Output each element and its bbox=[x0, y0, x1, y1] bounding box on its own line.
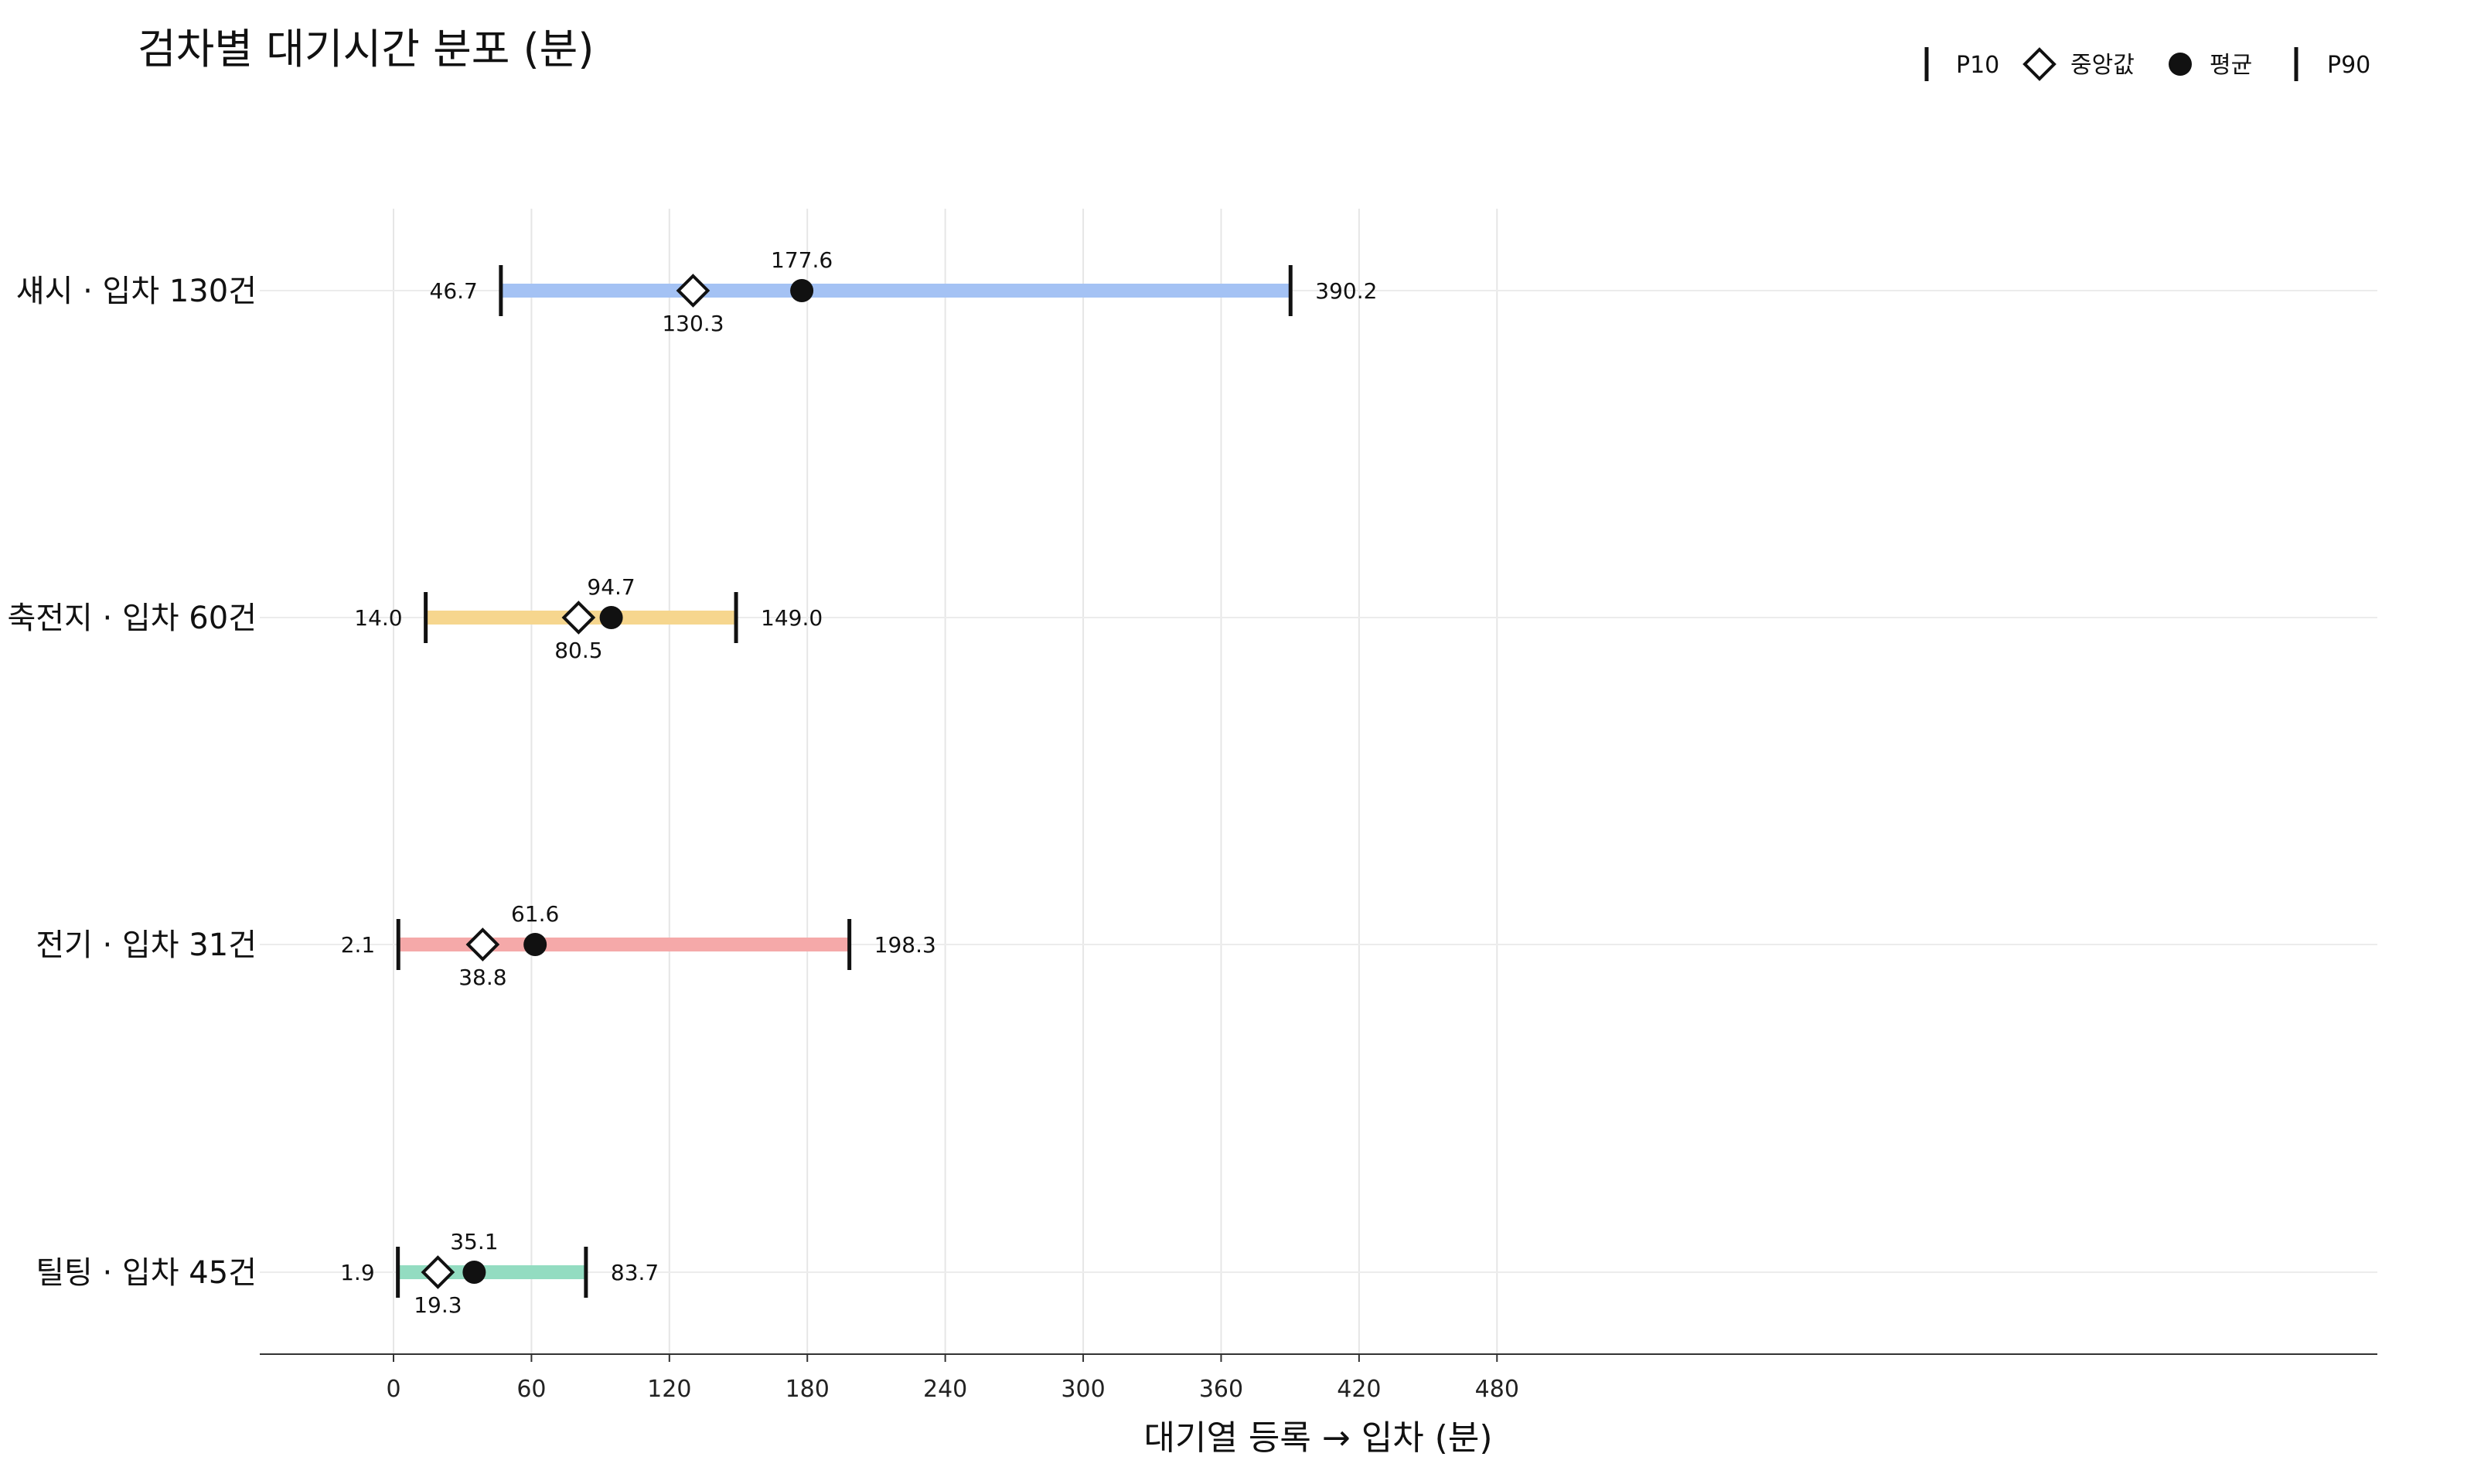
legend-diamond-marker bbox=[2022, 47, 2057, 81]
x-ticks: 0 60 120 180 240 300 360 420 480 bbox=[386, 1354, 1519, 1403]
legend-label: 중앙값 bbox=[2070, 52, 2135, 79]
category-label: 틸팅 · 입차 45건 bbox=[36, 1255, 257, 1291]
category-label: 전기 · 입차 31건 bbox=[36, 928, 257, 963]
legend-label: P90 bbox=[2327, 52, 2370, 79]
legend-item: P10 bbox=[1924, 47, 1999, 81]
category-label: 섀시 · 입차 130건 bbox=[16, 274, 257, 309]
p90-value-label: 390.2 bbox=[1315, 278, 1377, 304]
p10-value-label: 1.9 bbox=[340, 1260, 375, 1285]
range-row: 14.0 149.0 80.5 94.7 bbox=[354, 574, 823, 663]
mean-value-label: 35.1 bbox=[450, 1229, 498, 1254]
range-row: 1.9 83.7 19.3 35.1 bbox=[340, 1229, 659, 1318]
p10-value-label: 14.0 bbox=[354, 605, 402, 631]
p90-value-label: 149.0 bbox=[761, 605, 823, 631]
legend-label: P10 bbox=[1956, 52, 1999, 79]
p90-value-label: 83.7 bbox=[611, 1260, 659, 1285]
median-marker bbox=[465, 928, 500, 962]
legend-label: 평균 bbox=[2210, 52, 2252, 79]
median-marker bbox=[421, 1255, 455, 1289]
legend-item: P90 bbox=[2294, 47, 2370, 81]
p10-value-label: 2.1 bbox=[341, 932, 376, 958]
range-row: 2.1 198.3 38.8 61.6 bbox=[341, 901, 936, 990]
x-tick-label: 480 bbox=[1475, 1376, 1519, 1403]
median-value-label: 130.3 bbox=[662, 311, 724, 336]
range-row: 46.7 390.2 130.3 177.6 bbox=[430, 247, 1378, 336]
x-axis-label: 대기열 등록 → 입차 (분) bbox=[1144, 1418, 1493, 1458]
x-tick-label: 180 bbox=[785, 1376, 830, 1403]
legend-dot-marker bbox=[2169, 53, 2192, 76]
x-tick-label: 420 bbox=[1337, 1376, 1381, 1403]
grid bbox=[260, 209, 2377, 1354]
x-tick-label: 360 bbox=[1199, 1376, 1243, 1403]
mean-value-label: 94.7 bbox=[587, 574, 635, 600]
median-value-label: 19.3 bbox=[414, 1292, 462, 1318]
chart-title: 검차별 대기시간 분포 (분) bbox=[138, 25, 594, 73]
median-marker bbox=[561, 601, 596, 635]
ranges: 46.7 390.2 130.3 177.6 14.0 149.0 80.5 94.7 2.1 1… bbox=[340, 247, 1377, 1318]
x-tick-label: 0 bbox=[386, 1376, 400, 1403]
x-tick-label: 300 bbox=[1061, 1376, 1105, 1403]
p10-value-label: 46.7 bbox=[430, 278, 478, 304]
mean-marker bbox=[599, 606, 623, 629]
x-tick-label: 60 bbox=[516, 1376, 546, 1403]
x-tick-label: 240 bbox=[923, 1376, 967, 1403]
median-marker bbox=[676, 274, 711, 308]
x-tick-label: 120 bbox=[647, 1376, 691, 1403]
mean-marker bbox=[462, 1261, 486, 1284]
mean-value-label: 177.6 bbox=[771, 247, 833, 273]
mean-value-label: 61.6 bbox=[511, 901, 559, 927]
p90-value-label: 198.3 bbox=[874, 932, 936, 958]
mean-marker bbox=[790, 279, 814, 302]
legend-item: 중앙값 bbox=[2022, 47, 2135, 81]
legend: P10 중앙값 평균 P90 bbox=[1924, 47, 2370, 81]
mean-marker bbox=[523, 933, 547, 956]
median-value-label: 38.8 bbox=[458, 965, 506, 990]
median-value-label: 80.5 bbox=[554, 638, 602, 663]
category-label: 축전지 · 입차 60건 bbox=[7, 601, 257, 636]
legend-item: 평균 bbox=[2169, 52, 2252, 79]
